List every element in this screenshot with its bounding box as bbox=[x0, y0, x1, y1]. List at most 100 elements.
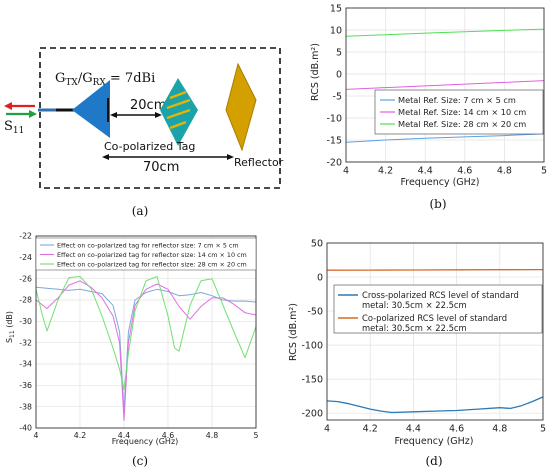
plot-frame-b bbox=[345, 7, 545, 163]
ytick-label-c: -28 bbox=[19, 296, 32, 305]
reflector-distance-label: 70cm bbox=[143, 160, 179, 175]
plot-frame-d bbox=[326, 242, 544, 421]
ytick-label-b: 5 bbox=[336, 47, 342, 58]
xtick-label-d: 4.4 bbox=[406, 424, 421, 435]
xtick-label-c: 4.4 bbox=[118, 431, 130, 440]
tag-distance-label: 20cm bbox=[130, 98, 166, 113]
ytick-label-d: -200 bbox=[301, 409, 323, 420]
legend-b-box bbox=[374, 89, 544, 135]
series-line-d-0 bbox=[326, 396, 544, 414]
xtick-label-b: 4.4 bbox=[418, 166, 433, 177]
ytick-label-c: -22 bbox=[19, 232, 32, 241]
legend-d-label-1b: metal: 30.5cm × 22.5cm bbox=[362, 323, 467, 333]
series-line-c-0 bbox=[35, 286, 257, 413]
setup-frame bbox=[39, 47, 281, 189]
plot-frame-c bbox=[35, 235, 257, 429]
xtick-label-d: 4 bbox=[324, 424, 330, 435]
ytick-label-c: -24 bbox=[19, 253, 32, 262]
ytick-label-c: -30 bbox=[19, 317, 32, 326]
legend-d-box bbox=[333, 284, 543, 334]
series-line-d-1 bbox=[326, 268, 544, 271]
ytick-label-b: 15 bbox=[330, 3, 342, 14]
xtick-label-d: 4.6 bbox=[449, 424, 464, 435]
reflector-label: Reflector bbox=[234, 156, 284, 169]
legend-d: Cross-polarized RCS level of standard me… bbox=[333, 284, 543, 334]
ytick-label-b: -20 bbox=[326, 157, 342, 168]
xlabel-d: Frequency (GHz) bbox=[394, 436, 473, 447]
xtick-label-d: 4.2 bbox=[363, 424, 378, 435]
ytick-label-d: 50 bbox=[311, 238, 323, 249]
reflector-distance-arrow-left bbox=[102, 154, 109, 160]
reflector-distance-arrow-right bbox=[227, 154, 234, 160]
ytick-label-c: -26 bbox=[19, 274, 32, 283]
panel-label-a: (a) bbox=[132, 204, 149, 218]
series-line-c-1 bbox=[35, 280, 257, 421]
xtick-label-c: 4.8 bbox=[206, 431, 218, 440]
legend-c-label-2: Effect on co-polarized tag for reflector… bbox=[57, 261, 247, 269]
ytick-label-b: 0 bbox=[336, 69, 342, 80]
tag-distance-arrow-left bbox=[110, 112, 117, 118]
xtick-label-c: 4.6 bbox=[162, 431, 174, 440]
panel-c-chart: 4 4.2 4.4 4.6 4.8 5 -40 -38 -36 -34 -32 -30 -28 -26 -2… bbox=[5, 232, 259, 446]
horn-antenna bbox=[72, 80, 110, 138]
reflector bbox=[225, 62, 257, 152]
co-polarized-tag bbox=[160, 78, 198, 146]
series-line-b-2 bbox=[345, 28, 545, 37]
panel-b-chart: 4 4.2 4.4 4.6 4.8 5 -20 -15 -10 -5 0 5 10 15 Metal Re… bbox=[310, 3, 547, 188]
panel-label-c: (c) bbox=[132, 454, 148, 468]
ylabel-c: S11 (dB) bbox=[5, 311, 16, 343]
ytick-label-d: 0 bbox=[317, 272, 323, 283]
legend-c-box bbox=[35, 237, 257, 271]
series-line-b-1 bbox=[345, 80, 545, 90]
ytick-label-d: -150 bbox=[301, 374, 323, 385]
panel-label-d: (d) bbox=[425, 454, 442, 468]
xtick-label-c: 4.2 bbox=[74, 431, 86, 440]
ytick-label-c: -32 bbox=[19, 338, 32, 347]
panel-label-b: (b) bbox=[429, 197, 446, 211]
xtick-label-c: 4 bbox=[34, 431, 39, 440]
series-line-c-2 bbox=[35, 276, 257, 391]
legend-c: Effect on co-polarized tag for reflector… bbox=[35, 237, 257, 271]
tx-arrow-head bbox=[4, 102, 12, 110]
legend-c-label-1: Effect on co-polarized tag for reflector… bbox=[57, 251, 247, 259]
legend-d-label-1a: Co-polarized RCS level of standard bbox=[362, 313, 507, 323]
xtick-label-d: 5 bbox=[540, 424, 546, 435]
tag-distance-arrow-right bbox=[155, 112, 162, 118]
ytick-label-c: -34 bbox=[19, 360, 32, 369]
xlabel-b: Frequency (GHz) bbox=[400, 177, 479, 188]
ytick-label-d: -100 bbox=[301, 340, 323, 351]
xtick-label-c: 5 bbox=[254, 431, 259, 440]
series-line-b-0 bbox=[345, 133, 545, 143]
tag-label: Co-polarized Tag bbox=[104, 140, 195, 153]
panel-a-diagram: GTX/GRX = 7dBi S11 20cm Co-polarized Tag bbox=[4, 47, 284, 189]
ylabel-b: RCS (dB.m²) bbox=[310, 43, 321, 101]
legend-b-label-0: Metal Ref. Size: 7 cm × 5 cm bbox=[398, 95, 516, 105]
legend-d-label-0a: Cross-polarized RCS level of standard bbox=[362, 290, 519, 300]
gain-label: GTX/GRX = 7dBi bbox=[55, 71, 155, 88]
rx-arrow-head bbox=[29, 110, 37, 118]
xlabel-c: Frequency (GHz) bbox=[112, 437, 179, 446]
legend-b: Metal Ref. Size: 7 cm × 5 cm Metal Ref. … bbox=[374, 89, 544, 135]
panel-d-chart: 4 4.2 4.4 4.6 4.8 5 -200 -150 -100 -50 0 50 Cross-p… bbox=[288, 238, 546, 447]
ytick-label-b: -10 bbox=[326, 113, 342, 124]
port-label: S11 bbox=[4, 119, 24, 136]
ytick-label-c: -40 bbox=[19, 424, 32, 433]
legend-d-label-0b: metal: 30.5cm × 22.5cm bbox=[362, 300, 467, 310]
xtick-label-b: 4.8 bbox=[497, 166, 512, 177]
ytick-label-b: -5 bbox=[333, 91, 342, 102]
ytick-label-b: -15 bbox=[326, 135, 342, 146]
xtick-label-b: 4.2 bbox=[378, 166, 393, 177]
ytick-label-c: -38 bbox=[19, 402, 32, 411]
ytick-label-b: 10 bbox=[330, 25, 342, 36]
ytick-label-d: -50 bbox=[307, 306, 323, 317]
ytick-label-c: -36 bbox=[19, 381, 32, 390]
xtick-label-b: 5 bbox=[541, 166, 547, 177]
legend-b-label-1: Metal Ref. Size: 14 cm × 10 cm bbox=[398, 107, 526, 117]
xtick-label-b: 4.6 bbox=[457, 166, 472, 177]
legend-c-label-0: Effect on co-polarized tag for reflector… bbox=[57, 242, 239, 250]
xtick-label-b: 4 bbox=[343, 166, 349, 177]
legend-b-label-2: Metal Ref. Size: 28 cm × 20 cm bbox=[398, 119, 526, 129]
ylabel-d: RCS (dB.m²) bbox=[288, 303, 299, 361]
xtick-label-d: 4.8 bbox=[492, 424, 507, 435]
